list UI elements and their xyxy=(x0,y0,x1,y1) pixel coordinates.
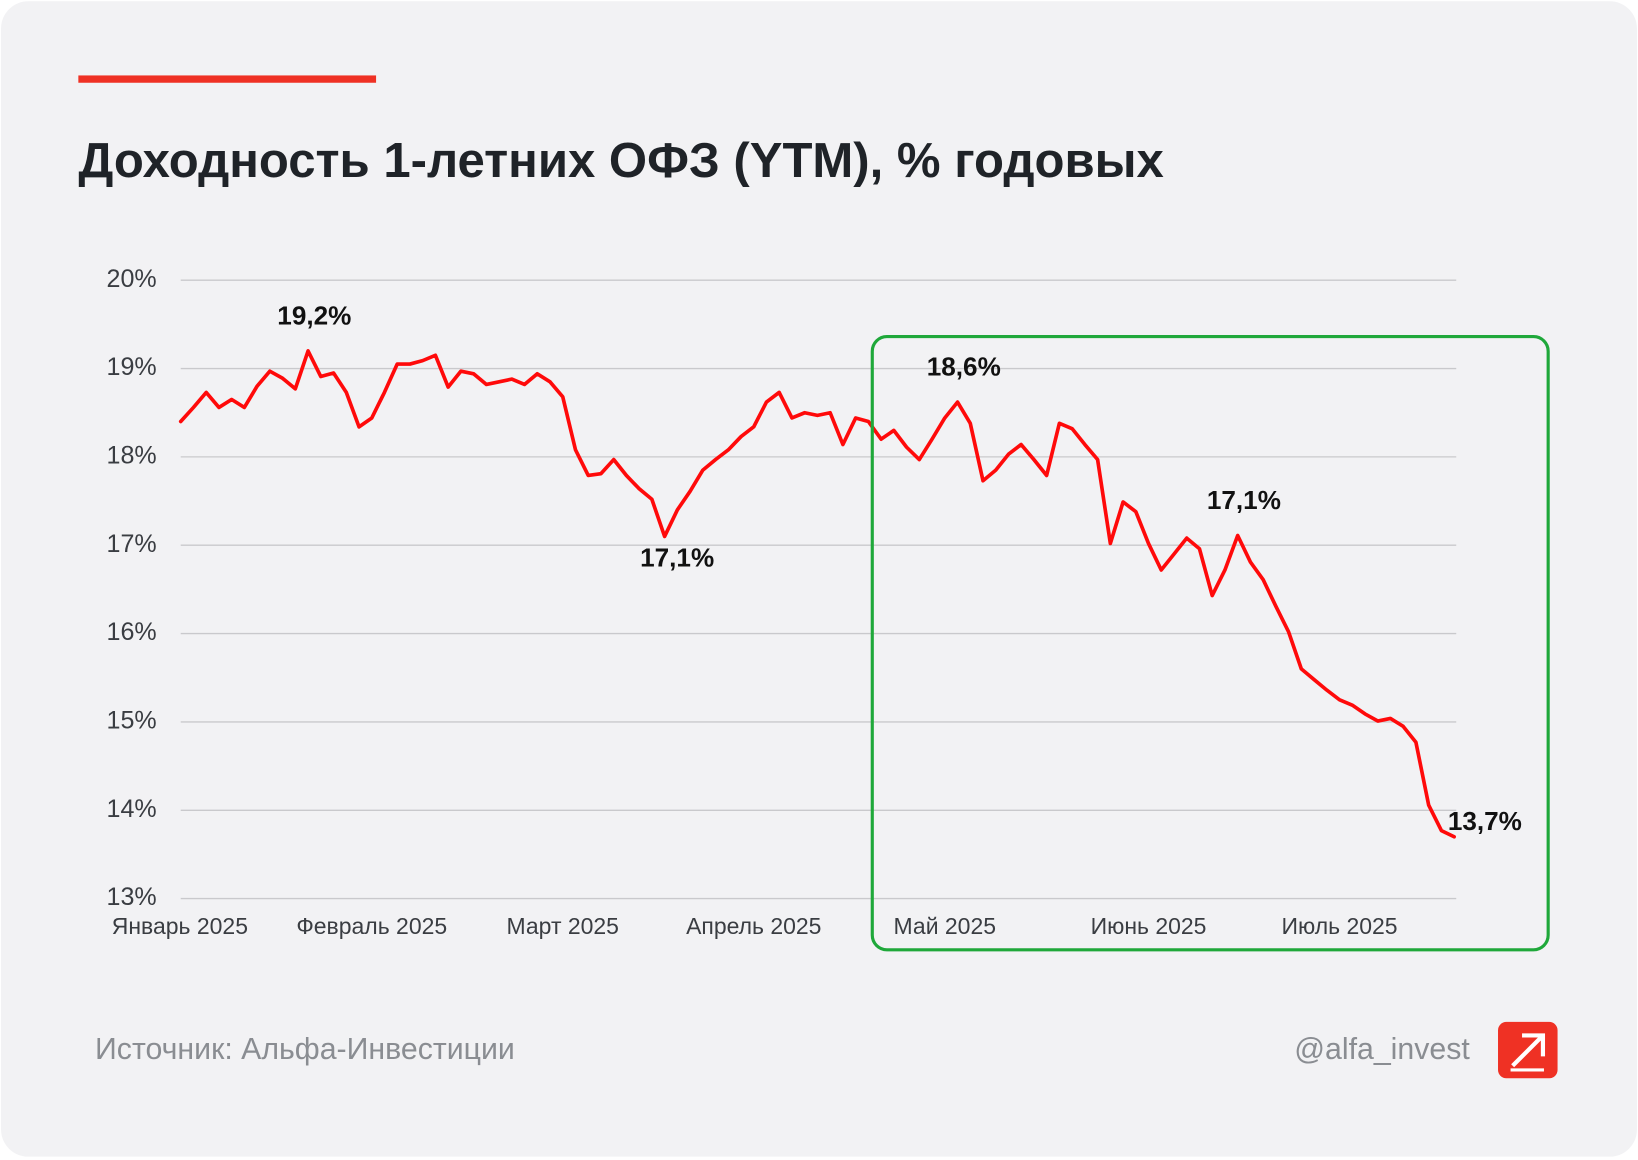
x-tick-label: Март 2025 xyxy=(507,913,619,939)
y-tick-label: 19% xyxy=(107,353,157,381)
value-label: 13,7% xyxy=(1448,806,1522,836)
y-tick-label: 20% xyxy=(107,265,157,293)
x-tick-label: Июль 2025 xyxy=(1281,913,1397,939)
value-label: 17,1% xyxy=(640,542,714,572)
source-note: Источник: Альфа-Инвестиции xyxy=(95,1033,515,1066)
x-tick-label: Январь 2025 xyxy=(112,913,248,939)
series-line xyxy=(178,349,1456,839)
plot-area: 13% 14% 15% 16% 17% 18% 19% 20% Январь 2025 Февра… xyxy=(107,265,1522,939)
y-tick-label: 14% xyxy=(107,795,157,823)
value-label: 17,1% xyxy=(1207,485,1281,515)
y-tick-label: 18% xyxy=(107,442,157,470)
x-tick-label: Июнь 2025 xyxy=(1091,913,1207,939)
accent-bar xyxy=(78,75,377,83)
x-tick-label: Февраль 2025 xyxy=(296,913,447,939)
handle: @alfa_invest xyxy=(1294,1033,1470,1066)
y-tick-label: 13% xyxy=(107,883,157,911)
y-tick-label: 15% xyxy=(107,707,157,735)
value-label: 18,6% xyxy=(927,352,1001,382)
x-tick-label: Май 2025 xyxy=(894,913,996,939)
logo-arrow xyxy=(1511,1033,1546,1068)
chart-title: Доходность 1-летних ОФЗ (YTM), % годовых xyxy=(78,134,1164,188)
x-tick-label: Апрель 2025 xyxy=(686,913,821,939)
y-tick-label: 17% xyxy=(107,530,157,558)
y-tick-label: 16% xyxy=(107,618,157,646)
logo[interactable] xyxy=(1498,1021,1558,1079)
highlight-box xyxy=(870,335,1550,952)
value-label: 19,2% xyxy=(277,300,351,330)
